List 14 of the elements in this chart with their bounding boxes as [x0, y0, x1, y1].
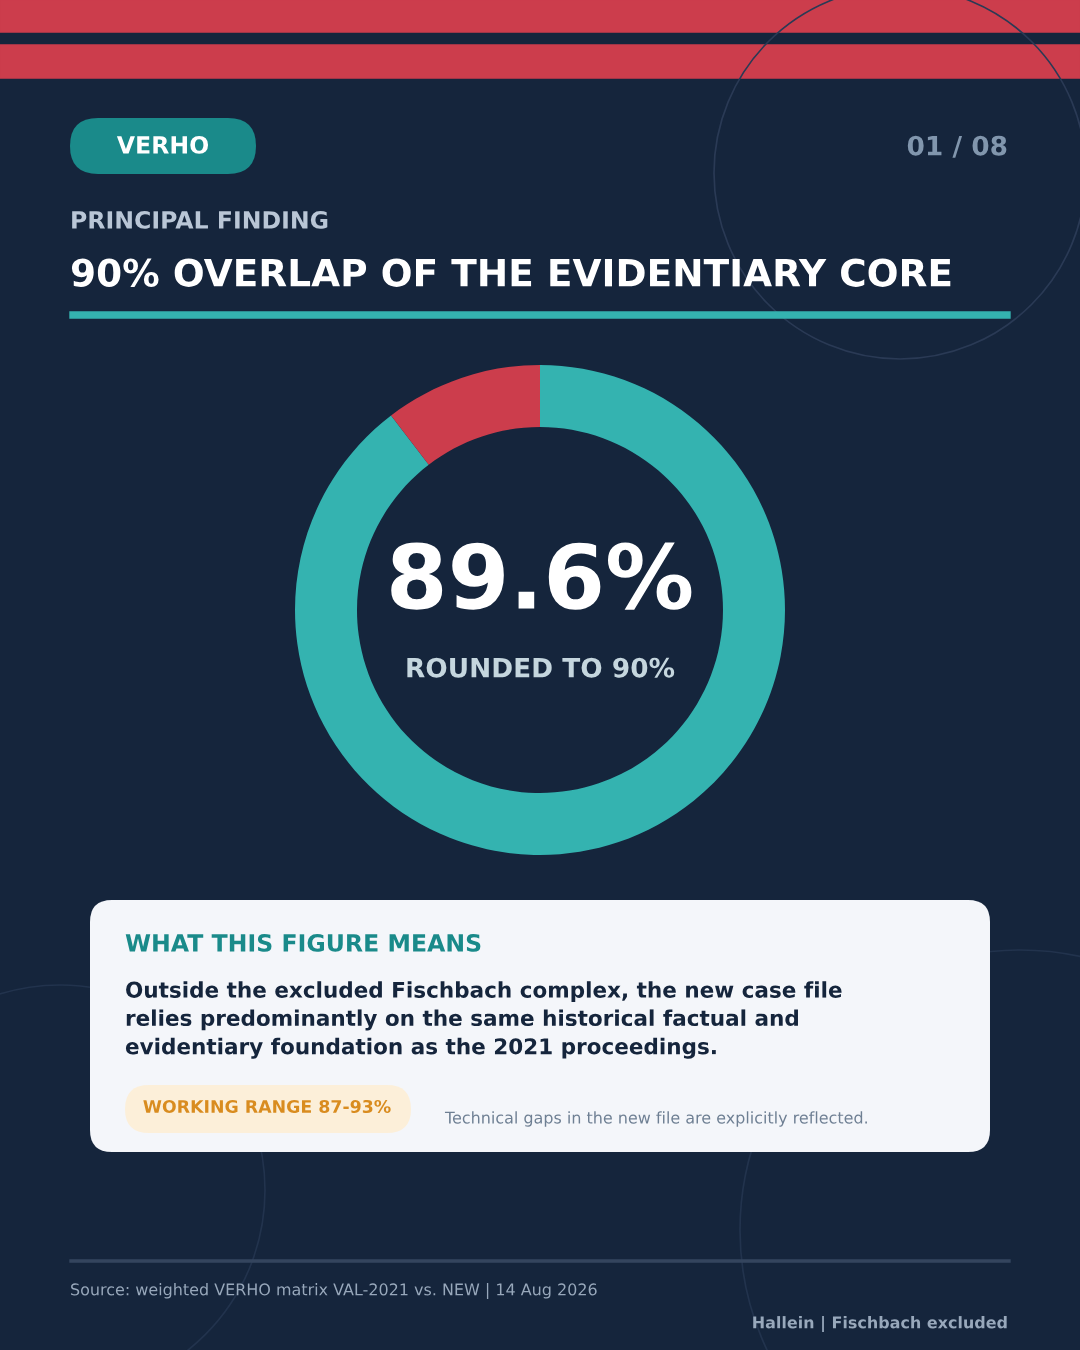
text: Outside the excluded Fischbach complex, the new case file relies predominantly on the same historical factual and evidentiary foundation as the 2021 proceedings.	[125, 981, 842, 1059]
text: VERHO	[116, 135, 209, 154]
donut-slice	[391, 365, 540, 465]
text: WORKING RANGE 87-93%	[143, 1099, 391, 1114]
text: ROUNDED TO 90%	[407, 657, 675, 678]
donut-slice	[295, 365, 785, 855]
text: 01 / 08	[907, 135, 1007, 158]
chart-title: 90% OVERLAP OF THE EVIDENTIARY CORE	[71, 258, 951, 287]
text: Technical gaps in the new file are explicitly reflected.	[444, 1111, 867, 1127]
text: 89.6%	[391, 542, 692, 610]
text: WHAT THIS FIGURE MEANS	[125, 933, 481, 952]
chart-subtitle: PRINCIPAL FINDING	[72, 210, 328, 229]
source-note: Source: weighted VERHO matrix VAL-2021 vs. NEW | 14 Aug 2026	[71, 1283, 597, 1299]
text: Hallein | Fischbach excluded	[753, 1316, 1007, 1332]
